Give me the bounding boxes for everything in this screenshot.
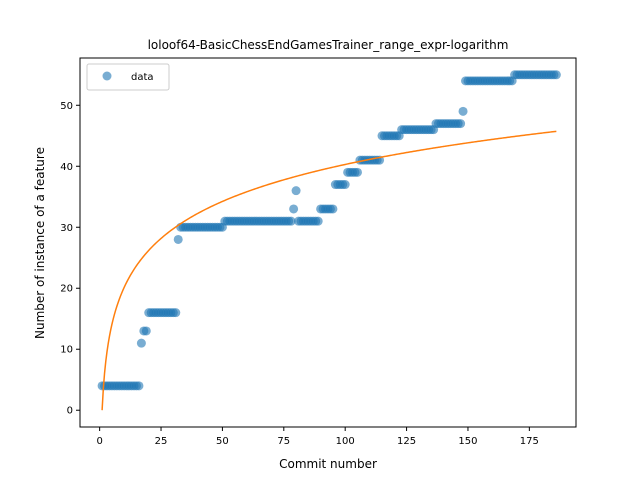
data-point bbox=[458, 106, 468, 116]
data-point bbox=[134, 381, 144, 391]
legend-box bbox=[86, 63, 170, 91]
chart-title: loloof64-BasicChessEndGamesTrainer_range… bbox=[148, 38, 509, 52]
x-tick-label: 75 bbox=[277, 436, 290, 447]
y-tick-label: 20 bbox=[60, 284, 73, 295]
data-point bbox=[141, 326, 151, 336]
fit-line bbox=[101, 130, 557, 411]
data-point bbox=[171, 308, 181, 318]
data-point bbox=[313, 216, 323, 226]
x-tick-label: 125 bbox=[397, 436, 416, 447]
x-tick-label: 100 bbox=[336, 436, 355, 447]
legend-marker bbox=[102, 71, 112, 81]
data-point bbox=[289, 204, 299, 214]
x-axis-title: Commit number bbox=[279, 457, 377, 471]
x-tick-label: 0 bbox=[96, 436, 102, 447]
data-point bbox=[291, 186, 301, 196]
x-tick-label: 150 bbox=[458, 436, 477, 447]
y-tick-label: 0 bbox=[67, 406, 73, 417]
data-point bbox=[286, 216, 296, 226]
data-point bbox=[328, 204, 338, 214]
legend-label: data bbox=[131, 72, 154, 83]
axes-frame bbox=[79, 57, 577, 428]
data-point bbox=[340, 180, 350, 190]
data-points bbox=[97, 70, 561, 391]
y-tick-label: 10 bbox=[60, 345, 73, 356]
fit-line-layer bbox=[101, 130, 557, 411]
x-tick-label: 25 bbox=[155, 436, 168, 447]
data-point bbox=[352, 167, 362, 177]
data-point bbox=[173, 234, 183, 244]
y-axis-title: Number of instance of a feature bbox=[33, 147, 47, 339]
axes: 0 25 50 75 100 125 150 175 0 10 20 30 40 50 bbox=[60, 57, 577, 447]
data-point bbox=[456, 119, 466, 129]
data-point bbox=[136, 338, 146, 348]
legend: data bbox=[86, 63, 170, 91]
y-tick-label: 40 bbox=[60, 162, 73, 173]
x-tick-label: 175 bbox=[520, 436, 539, 447]
x-tick-label: 50 bbox=[216, 436, 229, 447]
y-tick-label: 30 bbox=[60, 223, 73, 234]
y-tick-label: 50 bbox=[60, 101, 73, 112]
data-point bbox=[551, 70, 561, 80]
